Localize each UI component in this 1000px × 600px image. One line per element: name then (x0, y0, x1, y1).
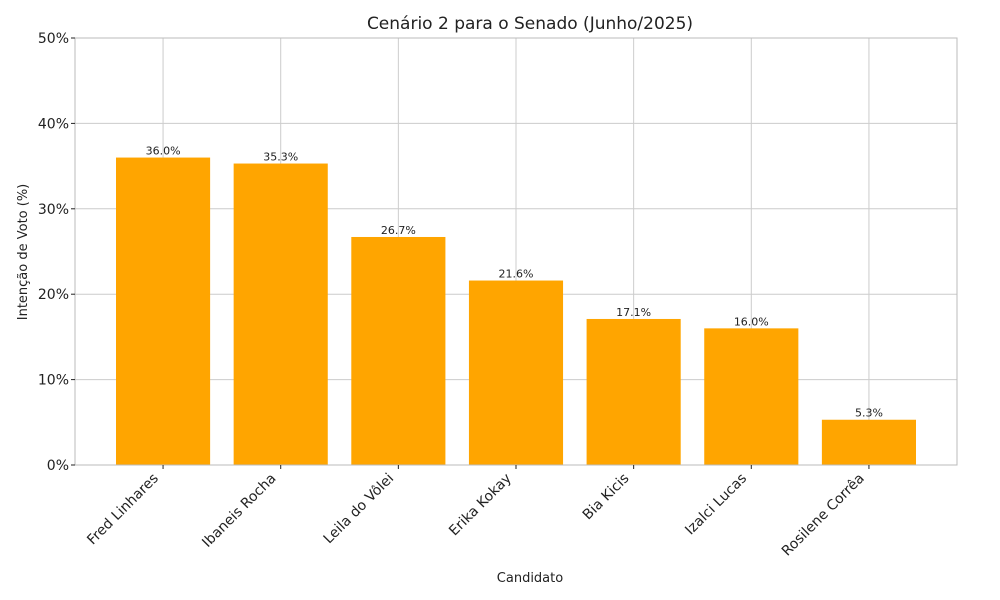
y-tick-label: 30% (38, 202, 69, 218)
chart-title: Cenário 2 para o Senado (Junho/2025) (367, 14, 693, 34)
y-tick-label: 20% (38, 287, 69, 303)
y-axis-ticks: 0% 10% 20% 30% 40% 50% (38, 31, 75, 474)
bars (116, 157, 916, 465)
x-tick-label: Leila do Vôlei (321, 471, 398, 548)
x-tick-label: Bia Kicis (580, 471, 633, 524)
bar-value-label: 16.0% (734, 315, 769, 328)
x-tick-label: Erika Kokay (446, 471, 515, 540)
bar-value-label: 21.6% (499, 268, 534, 281)
y-tick-label: 10% (38, 373, 69, 389)
x-axis-label: Candidato (497, 571, 563, 586)
bar-value-label: 5.3% (855, 407, 883, 420)
x-tick-label: Rosilene Corrêa (779, 471, 868, 560)
bar (704, 328, 799, 465)
x-tick-label: Izalci Lucas (682, 471, 750, 539)
x-tick-label: Ibaneis Rocha (199, 471, 279, 551)
bar (468, 280, 564, 465)
bar-value-label: 26.7% (381, 224, 416, 237)
x-axis-ticks: Fred Linhares Ibaneis Rocha Leila do Vôlei… (84, 465, 870, 560)
bar (116, 157, 211, 465)
bar-value-label: 17.1% (616, 306, 651, 319)
bar (233, 163, 328, 465)
y-axis-label: Intenção de Voto (%) (16, 184, 31, 321)
bar-value-label: 35.3% (263, 151, 298, 164)
y-tick-label: 40% (38, 116, 69, 132)
bar (586, 318, 681, 465)
x-tick-label: Fred Linhares (84, 471, 162, 549)
bar (351, 236, 446, 465)
y-tick-label: 50% (38, 31, 69, 47)
y-tick-label: 0% (47, 458, 69, 474)
data-labels: 36.0% 35.3% 26.7% 21.6% 17.1% 16.0% 5.3% (146, 145, 883, 420)
bar (821, 419, 916, 465)
bar-value-label: 36.0% (146, 145, 181, 158)
